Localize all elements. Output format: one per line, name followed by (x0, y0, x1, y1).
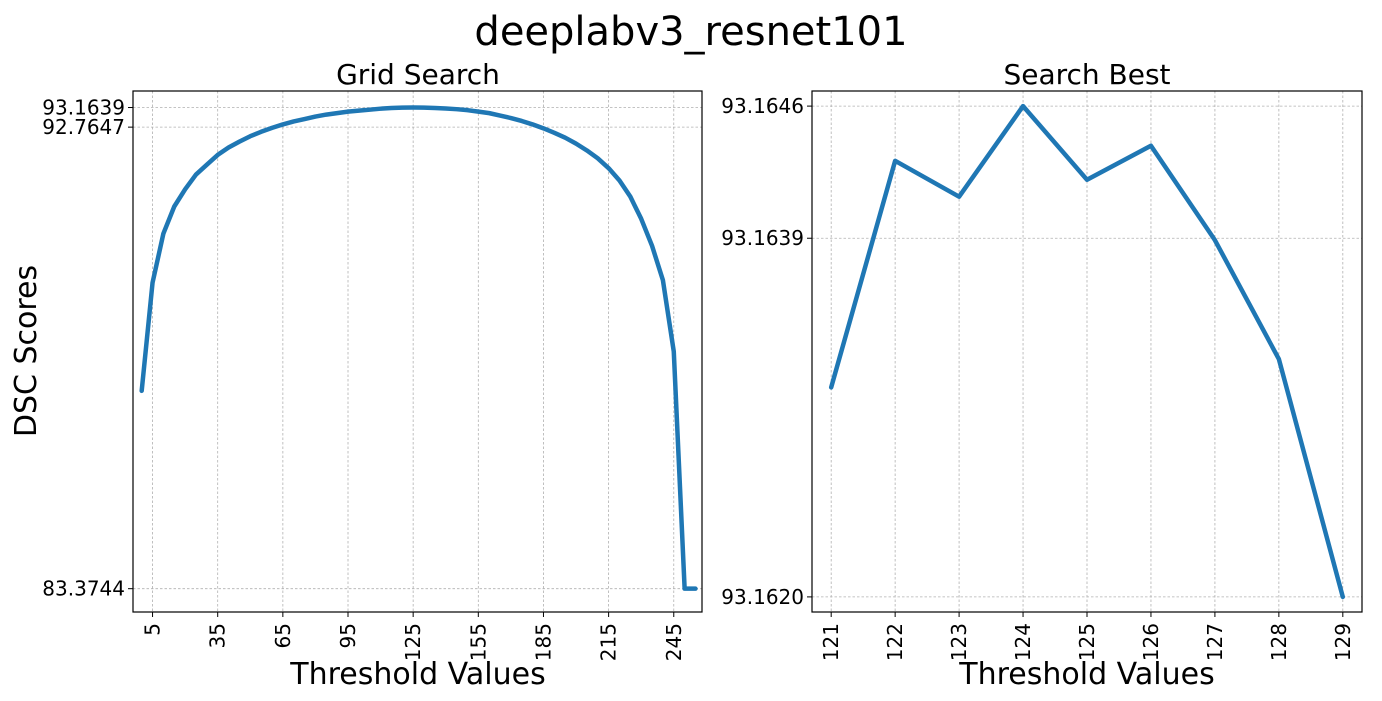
search-best-y-tick-label: 93.1639 (721, 226, 804, 250)
grid-search-y-tick-label: 92.7647 (42, 115, 125, 139)
search-best-x-axis-label: Threshold Values (958, 657, 1214, 692)
search-best-x-tick-label: 123 (947, 623, 971, 661)
search-best-x-tick-label: 122 (883, 623, 907, 661)
search-best-x-tick-label: 124 (1011, 623, 1035, 661)
grid-search-x-tick-label: 185 (531, 623, 555, 661)
grid-search-y-tick-label: 93.1639 (42, 96, 125, 120)
search-best-gridlines (812, 91, 1362, 612)
search-best-x-tick-label: 129 (1331, 623, 1355, 661)
search-best-x-tick-label: 125 (1075, 623, 1099, 661)
grid-search-y-tick-label: 83.3744 (42, 577, 125, 601)
grid-search-gridlines (133, 91, 702, 612)
search-best-y-tick-label: 93.1646 (721, 94, 804, 118)
grid-search-x-axis-label: Threshold Values (289, 657, 545, 692)
grid-search-x-tick-label: 155 (466, 623, 490, 661)
search-best-x-ticks: 121 122 123 124 125 126 127 128 129 (819, 612, 1355, 661)
grid-search-x-tick-label: 5 (141, 623, 165, 636)
search-best-y-tick-label: 93.1620 (721, 585, 804, 609)
search-best-title: Search Best (1003, 58, 1170, 91)
search-best-x-tick-label: 121 (819, 623, 843, 661)
grid-search-x-tick-label: 35 (206, 623, 230, 648)
grid-search-x-tick-label: 245 (662, 623, 686, 661)
search-best-x-tick-label: 128 (1267, 623, 1291, 661)
search-best-panel: Search Best 121 122 123 124 125 126 127 128 129 … (721, 58, 1363, 692)
grid-search-axes-frame (132, 90, 703, 613)
grid-search-series (139, 105, 698, 591)
y-axis-label: DSC Scores (9, 265, 44, 437)
grid-search-title: Grid Search (336, 58, 500, 91)
search-best-x-tick-label: 126 (1139, 623, 1163, 661)
figure-title: deeplabv3_resnet101 (474, 9, 907, 55)
grid-search-x-tick-label: 65 (271, 623, 295, 648)
search-best-x-tick-label: 127 (1203, 623, 1227, 661)
grid-search-x-tick-label: 95 (336, 623, 360, 648)
grid-search-x-ticks: 5 35 65 95 125 155 185 215 245 (141, 612, 686, 661)
search-best-y-ticks: 93.1620 93.1639 93.1646 (721, 94, 812, 609)
search-best-series (828, 103, 1346, 600)
grid-search-x-tick-label: 125 (401, 623, 425, 661)
grid-search-x-tick-label: 215 (597, 623, 621, 661)
search-best-dsc-series-line (828, 103, 1346, 600)
grid-search-panel: Grid Search 5 35 65 95 125 155 185 215 245 83.37… (9, 58, 703, 692)
grid-search-dsc-series-line (139, 105, 698, 591)
